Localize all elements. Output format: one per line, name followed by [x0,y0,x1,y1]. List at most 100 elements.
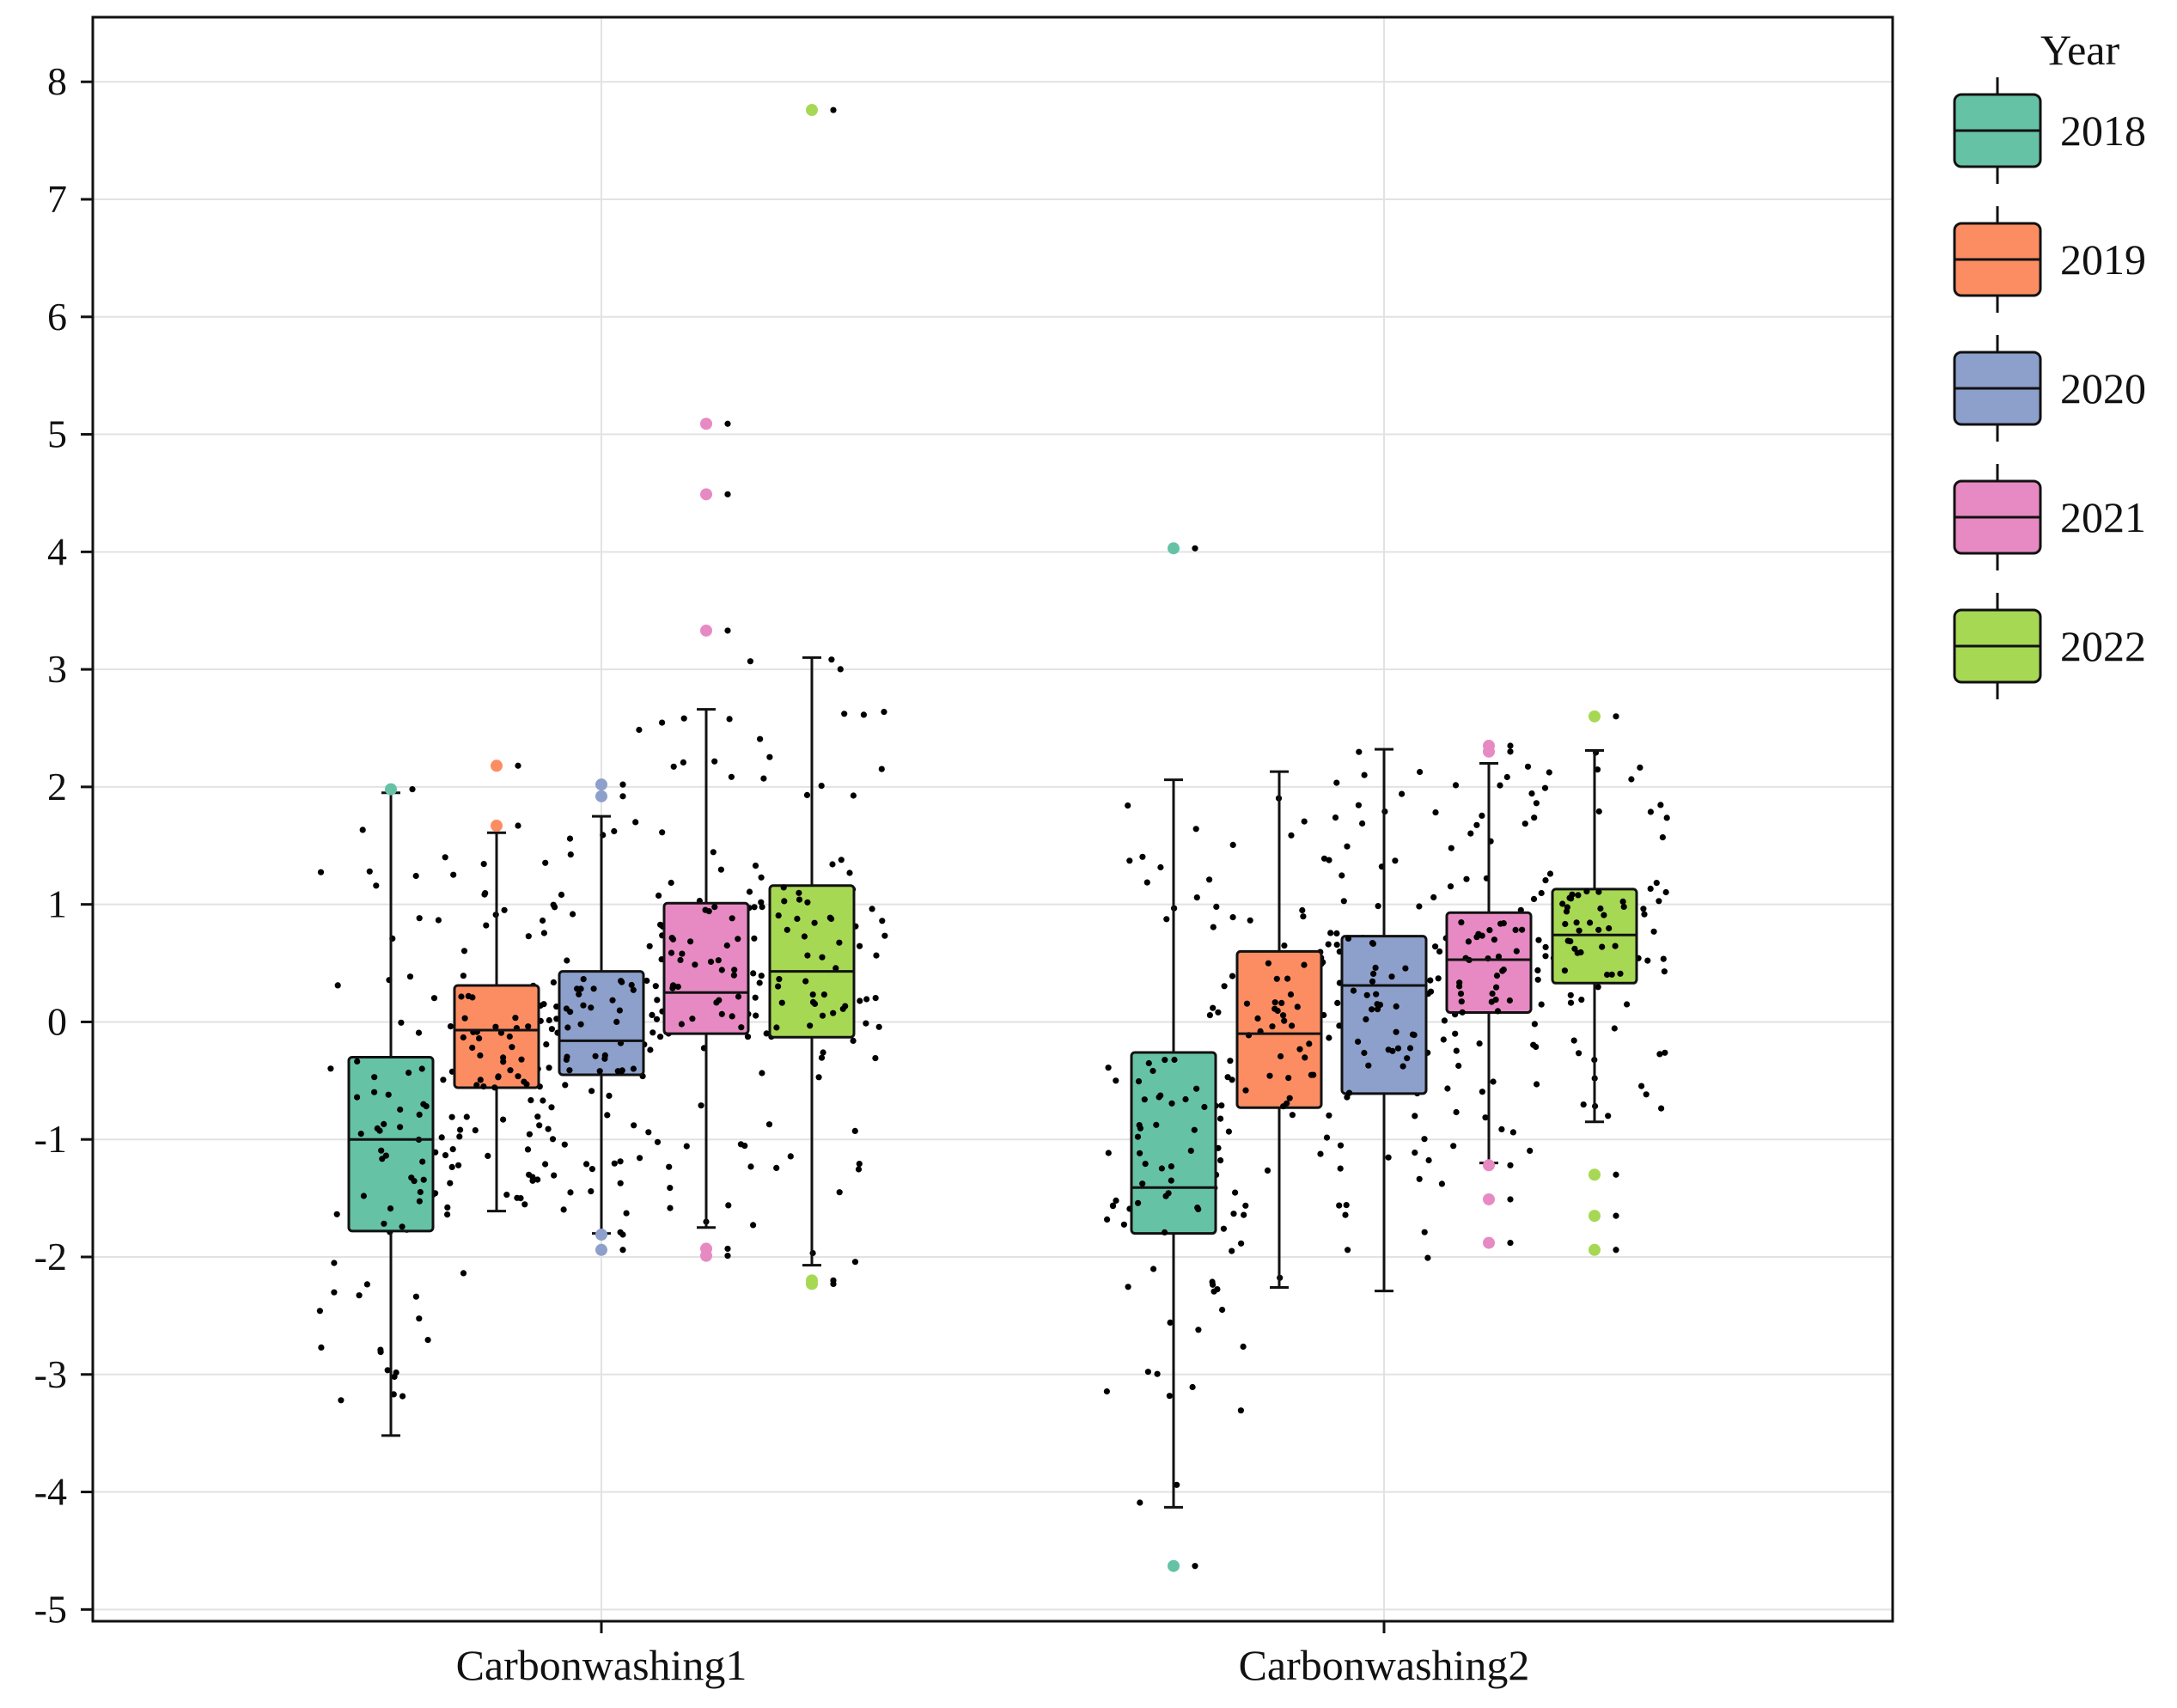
jitter-point [1509,1129,1516,1136]
jitter-point [1587,919,1594,926]
jitter-point [752,994,759,1001]
jitter-point [652,983,659,990]
jitter-point [801,933,808,940]
jitter-point [860,711,868,718]
jitter-point [1604,971,1611,979]
jitter-point [580,1002,587,1009]
jitter-point [1567,991,1574,998]
jitter-point [1436,948,1443,955]
outlier-point [1483,745,1495,758]
outlier-jitter-point [619,793,626,800]
jitter-point [707,958,715,965]
jitter-point [729,915,735,922]
jitter-point [1489,990,1496,997]
jitter-point [1482,1114,1489,1121]
jitter-point [1452,782,1460,789]
jitter-point [1601,912,1607,918]
jitter-point [1404,1055,1411,1062]
jitter-point [1171,1056,1178,1064]
jitter-point [1232,1189,1239,1196]
jitter-point [1628,776,1635,783]
outlier-jitter-point [724,420,731,427]
jitter-point [839,1005,846,1012]
jitter-point [1365,1062,1372,1069]
jitter-point [338,1397,345,1404]
jitter-point [1238,1240,1245,1247]
jitter-point [758,973,765,979]
jitter-point [1385,1154,1392,1161]
jitter-point [1240,1343,1247,1350]
jitter-point [562,1082,569,1089]
jitter-point [680,759,687,766]
jitter-point [1573,919,1580,926]
jitter-point [1306,1040,1313,1047]
jitter-point [649,1011,656,1018]
jitter-point [360,1193,367,1199]
jitter-point [1299,906,1306,914]
jitter-point [1393,1028,1400,1035]
jitter-point [820,991,828,998]
jitter-point [500,1116,507,1123]
jitter-point [1406,1045,1414,1052]
jitter-point [826,914,833,921]
jitter-point [815,1074,822,1081]
jitter-point [1141,1096,1148,1103]
jitter-point [472,1127,479,1134]
jitter-point [444,1204,451,1211]
outlier-point [595,778,607,791]
box-iqr [1445,911,1533,1014]
jitter-point [1269,1023,1276,1030]
jitter-point [469,1044,476,1052]
jitter-point [737,1141,745,1148]
jitter-point [630,1065,637,1072]
y-tick-label: -4 [34,1470,67,1514]
jitter-point [1574,949,1581,956]
jitter-point [617,1180,624,1186]
jitter-point [477,1052,484,1059]
jitter-point [872,1055,879,1062]
jitter-point [1394,1045,1402,1052]
jitter-point [1369,1006,1375,1013]
outlier-jitter-point [1507,1196,1514,1203]
jitter-point [1301,818,1308,825]
outlier-jitter-point [1507,748,1514,755]
jitter-point [333,1211,340,1217]
jitter-point [415,1029,423,1036]
jitter-point [363,1281,370,1288]
jitter-point [1227,1058,1234,1064]
jitter-point [657,1034,664,1040]
jitter-point [1595,888,1602,895]
jitter-point [1417,768,1424,776]
jitter-point [1499,967,1506,974]
jitter-point [540,930,548,936]
jitter-point [1157,1092,1164,1099]
jitter-point [857,942,863,949]
jitter-point [1135,1078,1143,1085]
jitter-point [465,992,472,999]
jitter-point [480,861,487,868]
jitter-point [1217,1157,1224,1164]
jitter-point [1388,973,1395,980]
jitter-point [1264,1167,1271,1174]
jitter-point [1210,924,1217,930]
jitter-point [406,1070,412,1077]
jitter-point [666,1163,673,1170]
jitter-point [334,982,341,989]
jitter-point [1120,1221,1127,1228]
jitter-point [857,997,863,1004]
jitter-point [1411,1032,1418,1039]
jitter-point [1612,942,1619,949]
outlier-jitter-point [619,1247,626,1254]
box-iqr [1340,935,1428,1095]
jitter-point [838,857,845,863]
x-category-label: Carbonwashing2 [1239,1641,1530,1689]
jitter-point [829,861,836,868]
jitter-point [1193,1085,1200,1092]
jitter-point [1206,876,1213,883]
jitter-point [503,1192,510,1199]
jitter-point [1400,1063,1406,1070]
jitter-point [592,1052,599,1059]
jitter-point [543,1041,550,1048]
jitter-point [1569,891,1576,898]
jitter-point [711,904,718,911]
